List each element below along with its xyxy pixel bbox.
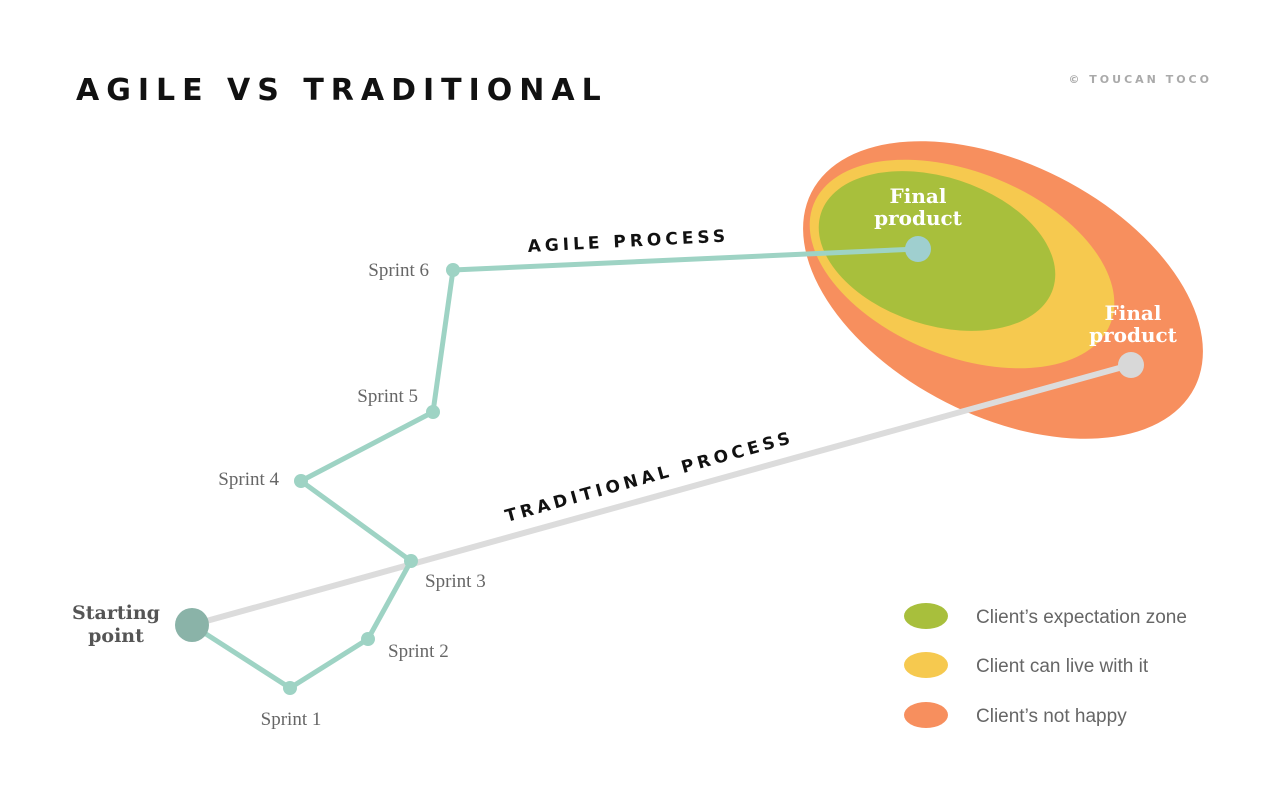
legend-label-live-with: Client can live with it [976, 656, 1149, 677]
page-title: AGILE VS TRADITIONAL [76, 73, 608, 108]
sprint-3-label: Sprint 3 [425, 571, 486, 592]
sprint-1-label: Sprint 1 [261, 709, 322, 730]
start-label-line2: point [88, 625, 144, 647]
sprint-2-dot [361, 632, 375, 646]
traditional-final-line2: product [1089, 323, 1178, 347]
traditional-final-dot [1118, 352, 1144, 378]
zone-expectation [818, 171, 1056, 331]
legend-swatch-expectation [904, 603, 948, 629]
traditional-final-line1: Final [1105, 301, 1162, 325]
agile-final-dot [905, 236, 931, 262]
sprint-3-dot [404, 554, 418, 568]
zones [803, 141, 1203, 439]
start-dot [175, 608, 209, 642]
legend-label-expectation: Client’s expectation zone [976, 607, 1187, 628]
traditional-process-label: TRADITIONAL PROCESS [503, 428, 796, 527]
sprint-4-label: Sprint 4 [218, 469, 279, 490]
sprint-6-dot [446, 263, 460, 277]
sprint-2-label: Sprint 2 [388, 641, 449, 662]
traditional-line [191, 362, 1131, 628]
start-label-line1: Starting [72, 602, 160, 624]
sprint-1-dot [283, 681, 297, 695]
agile-line [190, 246, 919, 691]
legend-label-not-happy: Client’s not happy [976, 706, 1127, 727]
legend: Client’s expectation zone Client can liv… [904, 603, 1187, 728]
legend-swatch-not-happy [904, 702, 948, 728]
agile-final-line1: Final [890, 184, 947, 208]
sprint-5-label: Sprint 5 [357, 386, 418, 407]
legend-swatch-live-with [904, 652, 948, 678]
credit: © TOUCAN TOCO [1068, 73, 1212, 86]
agile-process-label: AGILE PROCESS [527, 226, 729, 257]
sprint-5-dot [426, 405, 440, 419]
sprint-4-dot [294, 474, 308, 488]
agile-final-line2: product [874, 206, 963, 230]
sprint-6-label: Sprint 6 [368, 260, 429, 281]
